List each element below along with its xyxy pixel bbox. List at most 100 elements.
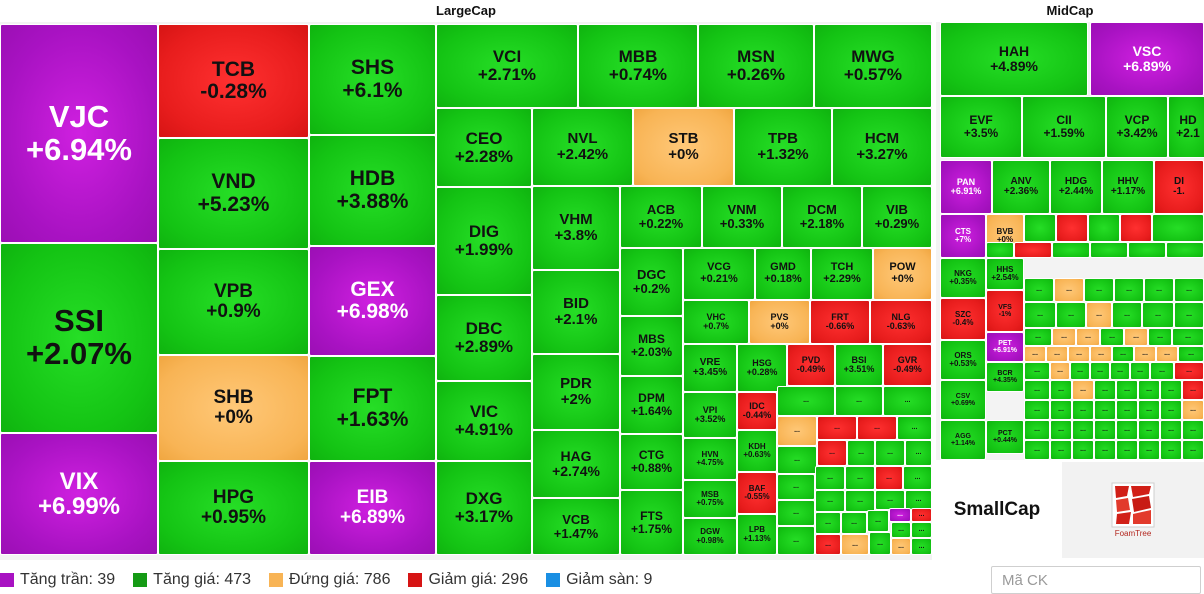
stock-tile-vre[interactable]: VRE +3.45%	[683, 344, 737, 392]
minor-stock-tile[interactable]: ...	[1094, 440, 1116, 460]
minor-stock-tile[interactable]: ...	[869, 532, 891, 555]
stock-tile-fpt[interactable]: FPT +1.63%	[309, 356, 436, 461]
minor-stock-tile[interactable]	[1120, 214, 1152, 242]
stock-tile-nvl[interactable]: NVL +2.42%	[532, 108, 633, 186]
stock-tile-anv[interactable]: ANV +2.36%	[992, 160, 1050, 214]
minor-stock-tile[interactable]: ...	[1090, 346, 1112, 362]
stock-tile-vix[interactable]: VIX +6.99%	[0, 433, 158, 555]
stock-tile-dig[interactable]: DIG +1.99%	[436, 187, 532, 295]
minor-stock-tile[interactable]: ...	[1116, 420, 1138, 440]
minor-stock-tile[interactable]: ...	[1072, 380, 1094, 400]
stock-tile-tcb[interactable]: TCB -0.28%	[158, 24, 309, 138]
minor-stock-tile[interactable]: ...	[1182, 380, 1204, 400]
minor-stock-tile[interactable]: ...	[903, 466, 932, 490]
minor-stock-tile[interactable]: ...	[1114, 278, 1144, 302]
minor-stock-tile[interactable]: ...	[1090, 362, 1110, 380]
minor-stock-tile[interactable]: ...	[1110, 362, 1130, 380]
stock-tile-vic[interactable]: VIC +4.91%	[436, 381, 532, 461]
stock-tile-vcg[interactable]: VCG +0.21%	[683, 248, 755, 300]
minor-stock-tile[interactable]: ...	[847, 440, 875, 466]
stock-tile-hhs[interactable]: HHS +2.54%	[986, 258, 1024, 290]
stock-tile-hsg[interactable]: HSG +0.28%	[737, 344, 787, 392]
minor-stock-tile[interactable]: ...	[1056, 302, 1086, 328]
stock-tile-msb[interactable]: MSB +0.75%	[683, 480, 737, 518]
stock-tile-dxg[interactable]: DXG +3.17%	[436, 461, 532, 555]
minor-stock-tile[interactable]: ...	[905, 490, 932, 510]
stock-tile-vnd[interactable]: VND +5.23%	[158, 138, 309, 249]
minor-stock-tile[interactable]: ...	[1054, 278, 1084, 302]
minor-stock-tile[interactable]	[1052, 242, 1090, 258]
stock-tile-frt[interactable]: FRT -0.66%	[810, 300, 870, 344]
minor-stock-tile[interactable]: ...	[1182, 400, 1204, 420]
minor-stock-tile[interactable]: ...	[1174, 362, 1204, 380]
minor-stock-tile[interactable]: ...	[815, 490, 845, 512]
minor-stock-tile[interactable]: ...	[1138, 380, 1160, 400]
stock-tile-agg[interactable]: AGG +1.14%	[940, 420, 986, 460]
minor-stock-tile[interactable]: ...	[1150, 362, 1174, 380]
stock-tile-dcm[interactable]: DCM +2.18%	[782, 186, 862, 248]
minor-stock-tile[interactable]	[1152, 214, 1204, 242]
minor-stock-tile[interactable]: ...	[1138, 420, 1160, 440]
minor-stock-tile[interactable]: ...	[889, 508, 911, 522]
stock-tile-cts[interactable]: CTS +7%	[940, 214, 986, 258]
minor-stock-tile[interactable]: ...	[875, 440, 905, 466]
stock-tile-hvn[interactable]: HVN +4.75%	[683, 438, 737, 480]
minor-stock-tile[interactable]: ...	[845, 466, 875, 490]
stock-tile-vhc[interactable]: VHC +0.7%	[683, 300, 749, 344]
minor-stock-tile[interactable]: ...	[1024, 302, 1056, 328]
minor-stock-tile[interactable]: ...	[1024, 420, 1050, 440]
stock-tile-hah[interactable]: HAH +4.89%	[940, 22, 1088, 96]
minor-stock-tile[interactable]: ...	[815, 534, 841, 555]
minor-stock-tile[interactable]: ...	[1076, 328, 1100, 346]
stock-tile-bid[interactable]: BID +2.1%	[532, 270, 620, 354]
minor-stock-tile[interactable]: ...	[1072, 420, 1094, 440]
minor-stock-tile[interactable]: ...	[1138, 400, 1160, 420]
minor-stock-tile[interactable]	[986, 242, 1014, 258]
minor-stock-tile[interactable]: ...	[867, 510, 889, 532]
stock-tile-hdg[interactable]: HDG +2.44%	[1050, 160, 1102, 214]
stock-tile-mbb[interactable]: MBB +0.74%	[578, 24, 698, 108]
minor-stock-tile[interactable]: ...	[1174, 278, 1204, 302]
stock-tile-eib[interactable]: EIB +6.89%	[309, 461, 436, 555]
stock-tile-ceo[interactable]: CEO +2.28%	[436, 108, 532, 187]
stock-tile-idc[interactable]: IDC -0.44%	[737, 392, 777, 430]
minor-stock-tile[interactable]: ...	[1160, 380, 1182, 400]
smallcap-region[interactable]: SmallCap	[936, 462, 1058, 558]
minor-stock-tile[interactable]: ...	[1072, 400, 1094, 420]
minor-stock-tile[interactable]: ...	[1178, 346, 1204, 362]
minor-stock-tile[interactable]: ...	[1130, 362, 1150, 380]
stock-tile-vfs[interactable]: VFS -1%	[986, 290, 1024, 332]
stock-tile-gvr[interactable]: GVR -0.49%	[883, 344, 932, 386]
minor-stock-tile[interactable]: ...	[857, 416, 897, 440]
minor-stock-tile[interactable]	[1024, 214, 1056, 242]
minor-stock-tile[interactable]: ...	[1134, 346, 1156, 362]
minor-stock-tile[interactable]: ...	[1116, 440, 1138, 460]
minor-stock-tile[interactable]: ...	[905, 440, 932, 466]
minor-stock-tile[interactable]: ...	[1172, 328, 1204, 346]
stock-tile-tch[interactable]: TCH +2.29%	[811, 248, 873, 300]
minor-stock-tile[interactable]: ...	[1050, 420, 1072, 440]
stock-tile-hd[interactable]: HD +2.1	[1168, 96, 1204, 158]
stock-tile-stb[interactable]: STB +0%	[633, 108, 734, 186]
stock-tile-nkg[interactable]: NKG +0.35%	[940, 258, 986, 298]
stock-tile-dpm[interactable]: DPM +1.64%	[620, 376, 683, 434]
minor-stock-tile[interactable]: ...	[1160, 440, 1182, 460]
minor-stock-tile[interactable]: ...	[1116, 400, 1138, 420]
stock-tile-kdh[interactable]: KDH +0.63%	[737, 430, 777, 472]
minor-stock-tile[interactable]: ...	[1094, 420, 1116, 440]
stock-tile-vcb[interactable]: VCB +1.47%	[532, 498, 620, 555]
minor-stock-tile[interactable]: ...	[817, 416, 857, 440]
stock-tile-hag[interactable]: HAG +2.74%	[532, 430, 620, 498]
stock-tile-vpi[interactable]: VPI +3.52%	[683, 392, 737, 438]
stock-tile-pvd[interactable]: PVD -0.49%	[787, 344, 835, 386]
minor-stock-tile[interactable]: ...	[1160, 420, 1182, 440]
minor-stock-tile[interactable]: ...	[777, 500, 815, 526]
foamtree-logo[interactable]: FoamTree	[1062, 462, 1204, 558]
minor-stock-tile[interactable]: ...	[841, 534, 869, 555]
stock-tile-hdb[interactable]: HDB +3.88%	[309, 135, 436, 246]
minor-stock-tile[interactable]: ...	[1024, 362, 1050, 380]
minor-stock-tile[interactable]: ...	[1116, 380, 1138, 400]
stock-tile-acb[interactable]: ACB +0.22%	[620, 186, 702, 248]
stock-tile-pdr[interactable]: PDR +2%	[532, 354, 620, 430]
stock-tile-gmd[interactable]: GMD +0.18%	[755, 248, 811, 300]
